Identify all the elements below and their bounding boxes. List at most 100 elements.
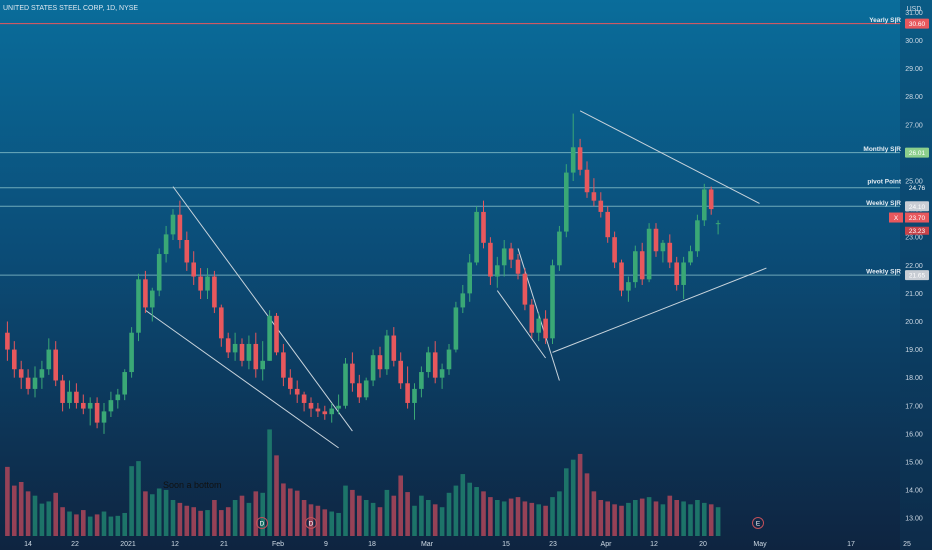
volume-bar	[695, 500, 700, 536]
volume-bar	[557, 491, 562, 536]
volume-bar	[94, 514, 100, 536]
volume-bar	[343, 485, 348, 536]
candle-body	[94, 402, 100, 423]
time-tick-label: 12	[171, 541, 179, 548]
volume-bar	[150, 494, 155, 536]
candle-body	[32, 377, 38, 389]
volume-bar	[398, 475, 403, 536]
volume-bar	[184, 505, 190, 536]
candle-body	[474, 211, 479, 263]
trendline	[552, 267, 767, 353]
candle-body	[12, 349, 17, 370]
candle-body	[294, 388, 300, 395]
candle-body	[246, 343, 252, 361]
candle-body	[74, 391, 79, 403]
volume-bar	[619, 505, 624, 536]
candle-body	[301, 394, 307, 403]
volume-bar	[115, 515, 121, 536]
volume-bar	[626, 502, 631, 536]
price-tick-label: 29.00	[905, 66, 923, 73]
candle-body	[550, 265, 555, 339]
volume-bar	[453, 485, 459, 536]
trendline	[145, 309, 339, 449]
candle-body	[384, 335, 390, 370]
volume-bar	[191, 507, 196, 536]
trendline	[496, 290, 547, 359]
volume-bar	[639, 498, 645, 536]
candle-body	[653, 228, 659, 252]
candle-body	[122, 372, 127, 395]
candle-body	[495, 265, 500, 277]
candle-body	[405, 383, 410, 403]
volume-bar	[577, 453, 583, 536]
candle-body	[481, 211, 486, 243]
candle-body	[288, 377, 293, 389]
price-tick-label: 18.00	[905, 375, 923, 382]
volume-bar	[239, 495, 245, 536]
event-marker[interactable]: D	[256, 517, 268, 529]
volume-bar	[363, 500, 369, 536]
volume-bar	[315, 505, 321, 536]
volume-bar	[474, 487, 479, 536]
volume-bar	[288, 488, 293, 536]
volume-bar	[419, 495, 424, 536]
volume-bar	[53, 492, 58, 536]
volume-bar	[522, 501, 528, 536]
candle-body	[198, 276, 203, 291]
volume-bar	[67, 511, 72, 536]
price-tick-label: 13.00	[905, 516, 923, 523]
candle-body	[612, 237, 617, 263]
candle-body	[633, 251, 638, 283]
volume-bar	[108, 516, 114, 536]
volume-bar	[570, 459, 576, 536]
candle-body	[488, 242, 493, 277]
volume-bar	[12, 485, 17, 536]
candle-body	[605, 211, 610, 238]
level-label: pivot Point	[867, 179, 901, 186]
price-tick-label: 17.00	[905, 403, 923, 410]
time-tick-label: 18	[368, 541, 376, 548]
volume-bar	[60, 507, 65, 536]
price-tick-label: 22.00	[905, 263, 923, 270]
volume-bar	[267, 429, 272, 536]
candle-body	[308, 402, 314, 409]
level-label: Weekly S|R	[866, 269, 901, 276]
candle-body	[81, 402, 86, 409]
currency-label: USD	[907, 6, 922, 13]
earnings-marker[interactable]: E	[752, 517, 764, 529]
candle-body	[646, 228, 652, 280]
candle-body	[115, 394, 121, 401]
candle-body	[467, 262, 472, 294]
volume-bar	[274, 455, 279, 536]
candle-body	[5, 332, 10, 350]
volume-bar	[308, 504, 314, 536]
volume-bar	[508, 498, 514, 536]
ticker-badge-label: X	[894, 215, 899, 222]
event-marker[interactable]: D	[305, 517, 317, 529]
volume-bar	[253, 491, 259, 536]
event-marker-label: D	[260, 521, 265, 528]
volume-bar	[391, 495, 397, 536]
volume-bar	[584, 473, 590, 536]
volume-bar	[708, 504, 714, 536]
candle-body	[688, 251, 693, 263]
candle-body	[281, 352, 286, 378]
volume-bar	[198, 510, 203, 536]
volume-bar	[515, 497, 521, 536]
candle-body	[529, 304, 535, 333]
candle-body	[336, 405, 341, 409]
candle-body	[87, 402, 93, 409]
last-price-label: 23.70	[909, 215, 926, 222]
volume-bar	[605, 501, 610, 536]
price-tick-label: 30.00	[905, 38, 923, 45]
candle-body	[439, 369, 445, 378]
volume-bar	[81, 510, 86, 536]
last-price-badge	[905, 212, 929, 223]
candle-body	[260, 360, 265, 370]
candle-body	[377, 355, 383, 370]
volume-bar	[384, 489, 390, 536]
candle-body	[370, 355, 376, 381]
level-badge-label: 26.01	[909, 150, 926, 157]
candle-body	[577, 147, 583, 170]
